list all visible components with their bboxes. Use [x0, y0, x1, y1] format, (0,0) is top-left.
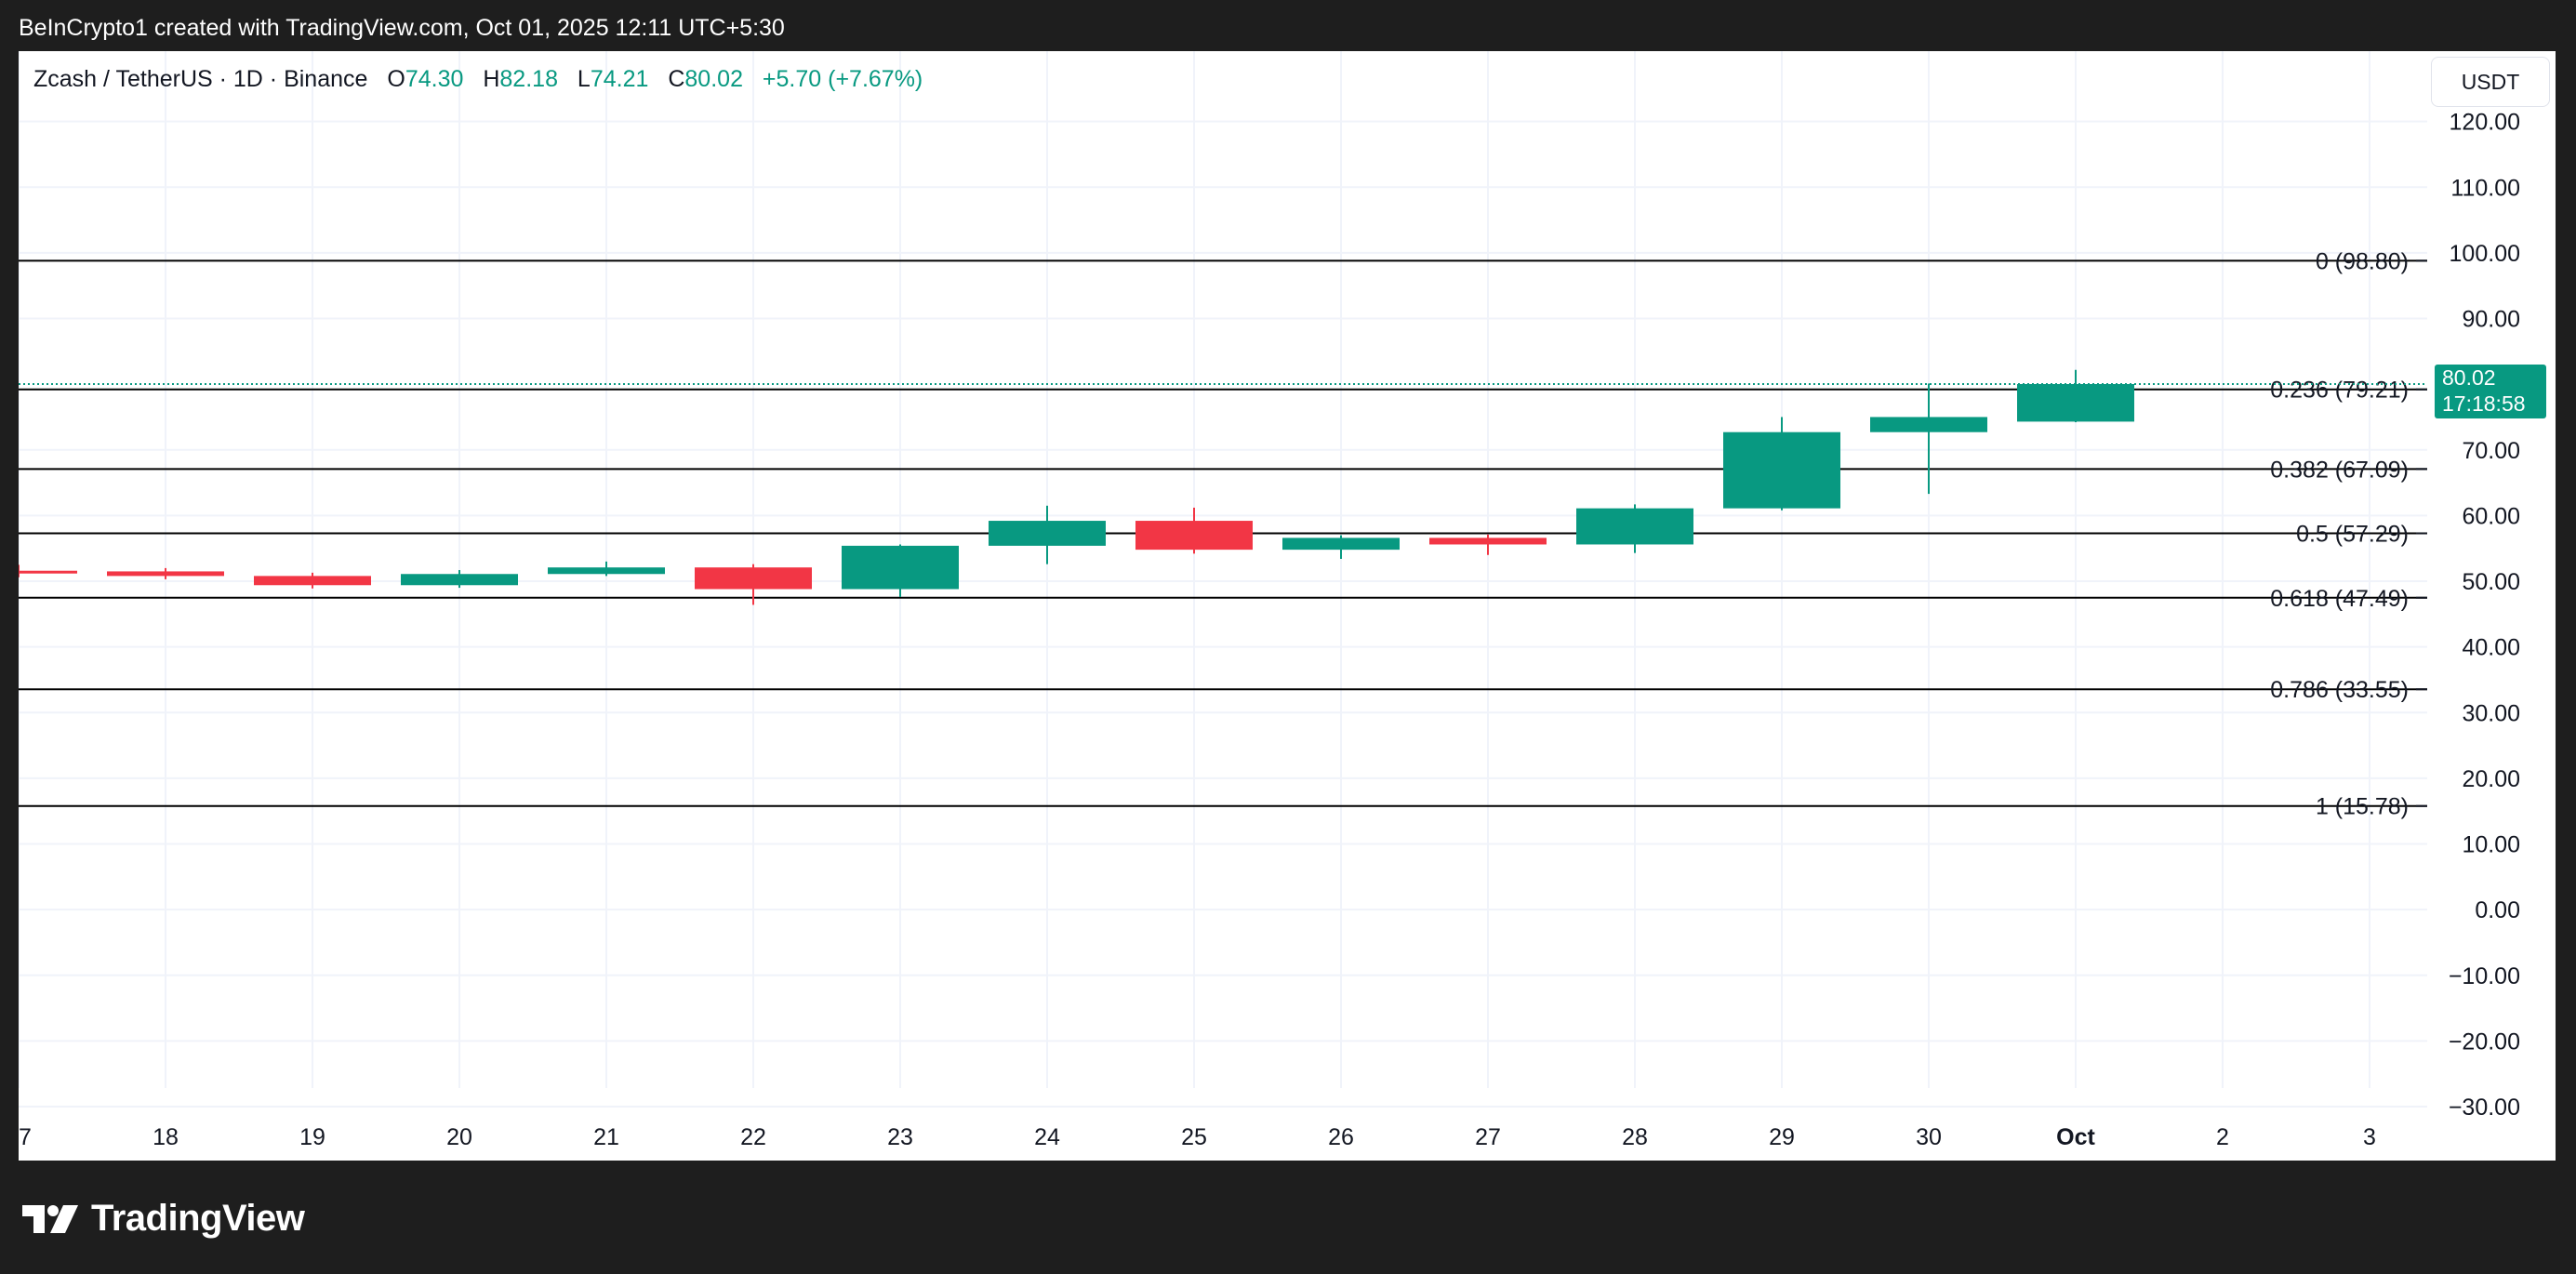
currency-label: USDT	[2461, 69, 2520, 94]
time-axis-label: 19	[299, 1124, 325, 1150]
candle	[2017, 369, 2134, 423]
candle	[19, 564, 77, 577]
bar-countdown: 17:18:58	[2442, 391, 2526, 416]
price-axis-label: 120.00	[2450, 110, 2520, 136]
candle	[548, 561, 665, 577]
tradingview-logo-icon	[22, 1204, 78, 1233]
tradingview-logo[interactable]: TradingView	[22, 1198, 305, 1240]
price-axis-label: 50.00	[2462, 569, 2520, 595]
price-axis-label: −10.00	[2449, 963, 2520, 989]
candle-body	[254, 576, 371, 586]
candle	[254, 572, 371, 589]
price-axis-label: −30.00	[2449, 1095, 2520, 1121]
time-axis[interactable]: 1718192021222324252627282930Oct23	[19, 1124, 2376, 1150]
fib-retracement[interactable]: 0 (98.80) 0.236 (79.21) 0.382 (67.09) 0.5 (…	[19, 248, 2427, 820]
candle	[1282, 535, 1400, 560]
fib-level-label: 0.786 (33.55)	[2270, 677, 2409, 703]
price-axis-label: 100.00	[2450, 241, 2520, 267]
high-label: H	[483, 66, 500, 92]
candle-body	[1870, 417, 1987, 432]
candle-body	[401, 574, 518, 586]
time-axis-label: 3	[2363, 1124, 2376, 1150]
last-price-value: 80.02	[2442, 365, 2496, 390]
price-axis-label: 90.00	[2462, 307, 2520, 333]
time-axis-label: 28	[1622, 1124, 1648, 1150]
fib-level-label: 0.236 (79.21)	[2270, 378, 2409, 404]
price-axis[interactable]: 120.00 110.00 100.00 90.00 70.00 60.00 50.00 40…	[2449, 110, 2520, 1161]
candle-body	[19, 570, 77, 574]
time-axis-label: 23	[887, 1124, 913, 1150]
candle-body	[1723, 431, 1840, 509]
price-axis-label: 70.00	[2462, 438, 2520, 464]
symbol-name[interactable]: Zcash / TetherUS · 1D · Binance	[33, 66, 368, 92]
candle-body	[989, 521, 1106, 546]
candle	[842, 544, 959, 597]
time-axis-label: 20	[446, 1124, 472, 1150]
time-axis-label: Oct	[2056, 1124, 2095, 1150]
open-value: 74.30	[405, 66, 464, 92]
price-axis-label: 110.00	[2450, 175, 2520, 201]
time-axis-label: 30	[1916, 1124, 1942, 1150]
price-axis-label: 40.00	[2462, 635, 2520, 661]
candle	[1135, 507, 1253, 554]
chart-panel[interactable]: 0 (98.80) 0.236 (79.21) 0.382 (67.09) 0.5 (…	[19, 51, 2556, 1161]
price-axis-label: 60.00	[2462, 503, 2520, 529]
close-label: C	[668, 66, 685, 92]
candle-body	[1135, 521, 1253, 551]
candle	[1429, 534, 1547, 555]
candle-body	[548, 567, 665, 575]
time-axis-label: 18	[153, 1124, 179, 1150]
time-axis-label: 22	[740, 1124, 766, 1150]
price-axis-label: −20.00	[2449, 1028, 2520, 1055]
candlestick-chart[interactable]: 0 (98.80) 0.236 (79.21) 0.382 (67.09) 0.5 (…	[19, 51, 2556, 1161]
candle-body	[842, 545, 959, 590]
candle	[695, 564, 812, 605]
last-price-tag: 80.02 17:18:58	[2435, 365, 2546, 418]
time-axis-label: 17	[19, 1124, 32, 1150]
low-label: L	[577, 66, 591, 92]
candle-body	[1429, 537, 1547, 545]
price-axis-label: 0.00	[2475, 897, 2520, 923]
price-axis-label: 20.00	[2462, 766, 2520, 792]
high-value: 82.18	[499, 66, 558, 92]
time-axis-label: 29	[1769, 1124, 1795, 1150]
fib-level-label: 0.618 (47.49)	[2270, 586, 2409, 612]
candle-body	[695, 567, 812, 590]
time-axis-label: 2	[2216, 1124, 2229, 1150]
candle-body	[1282, 537, 1400, 551]
candle	[1576, 504, 1693, 553]
chart-caption: BeInCrypto1 created with TradingView.com…	[19, 15, 785, 41]
change-value: +5.70 (+7.67%)	[762, 66, 923, 92]
candle-body	[2017, 384, 2134, 422]
candle	[989, 505, 1106, 564]
time-axis-label: 24	[1034, 1124, 1060, 1150]
time-axis-label: 21	[593, 1124, 619, 1150]
fib-level-label: 0.5 (57.29)	[2296, 522, 2409, 548]
grid-lines	[19, 51, 2427, 1108]
candle-body	[107, 571, 224, 577]
time-axis-label: 27	[1475, 1124, 1501, 1150]
price-axis-label: 30.00	[2462, 700, 2520, 726]
fib-level-label: 0.382 (67.09)	[2270, 457, 2409, 483]
fib-level-label: 0 (98.80)	[2316, 248, 2409, 274]
currency-selector[interactable]: USDT	[2431, 57, 2550, 107]
candle-body	[1576, 508, 1693, 545]
candles	[19, 369, 2134, 605]
close-value: 80.02	[684, 66, 743, 92]
price-axis-label: 10.00	[2462, 832, 2520, 858]
candle	[1870, 383, 1987, 495]
fib-level-label: 1 (15.78)	[2316, 794, 2409, 820]
candle	[401, 570, 518, 589]
time-axis-label: 25	[1181, 1124, 1207, 1150]
symbol-legend: Zcash / TetherUS · 1D · Binance O74.30 H…	[33, 66, 923, 93]
tradingview-brand-text: TradingView	[91, 1198, 305, 1239]
time-axis-label: 26	[1328, 1124, 1354, 1150]
low-value: 74.21	[590, 66, 649, 92]
open-label: O	[387, 66, 405, 92]
candle	[107, 567, 224, 579]
candle	[1723, 417, 1840, 511]
